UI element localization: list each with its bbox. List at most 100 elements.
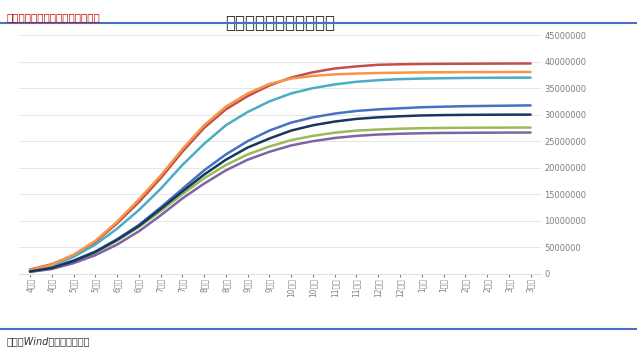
20/21 xyxy=(505,61,513,66)
16/17 xyxy=(505,70,513,74)
16/17 xyxy=(178,147,186,151)
15/16 xyxy=(396,114,404,118)
18/19 xyxy=(331,136,338,140)
21/22 xyxy=(527,103,534,107)
17/18 xyxy=(266,99,273,104)
20/21 xyxy=(396,62,404,66)
20/21 xyxy=(353,64,361,68)
16/17 xyxy=(418,70,426,74)
15/16 xyxy=(375,115,382,119)
16/17 xyxy=(331,72,338,77)
17/18 xyxy=(178,163,186,167)
17/18 xyxy=(48,264,55,268)
20/21 xyxy=(418,62,426,66)
17/18 xyxy=(244,110,252,114)
18/19 xyxy=(375,132,382,137)
15/16 xyxy=(331,119,338,124)
Text: 来源：Wind、中粮期货研究: 来源：Wind、中粮期货研究 xyxy=(6,336,90,346)
19/20 xyxy=(178,192,186,196)
16/17 xyxy=(26,268,34,272)
15/16 xyxy=(505,113,513,117)
20/21 xyxy=(287,75,295,80)
19/20 xyxy=(483,126,491,130)
16/17 xyxy=(461,70,469,74)
17/18 xyxy=(113,227,121,231)
20/21 xyxy=(157,176,164,180)
16/17 xyxy=(396,71,404,75)
17/18 xyxy=(200,142,208,146)
17/18 xyxy=(26,269,34,273)
20/21 xyxy=(92,240,99,244)
Line: 19/20: 19/20 xyxy=(30,127,531,272)
17/18 xyxy=(440,76,447,80)
20/21 xyxy=(527,61,534,66)
15/16 xyxy=(135,224,143,228)
19/20 xyxy=(157,209,164,213)
20/21 xyxy=(113,221,121,225)
19/20 xyxy=(418,126,426,130)
Line: 17/18: 17/18 xyxy=(30,78,531,271)
20/21 xyxy=(26,267,34,272)
19/20 xyxy=(353,128,361,133)
18/19 xyxy=(135,229,143,233)
19/20 xyxy=(244,152,252,157)
Text: 图十四：巴西食糖生产情况（吨）: 图十四：巴西食糖生产情况（吨） xyxy=(6,12,100,22)
18/19 xyxy=(113,243,121,247)
17/18 xyxy=(418,77,426,81)
15/16 xyxy=(157,207,164,211)
21/22 xyxy=(266,128,273,133)
21/22 xyxy=(309,115,317,119)
18/19 xyxy=(461,131,469,135)
15/16 xyxy=(440,113,447,117)
18/19 xyxy=(92,253,99,257)
21/22 xyxy=(26,269,34,273)
21/22 xyxy=(222,152,230,157)
20/21 xyxy=(331,66,338,71)
20/21 xyxy=(222,107,230,112)
19/20 xyxy=(222,163,230,167)
21/22 xyxy=(331,112,338,116)
19/20 xyxy=(287,138,295,142)
15/16 xyxy=(69,259,77,263)
19/20 xyxy=(396,127,404,131)
16/17 xyxy=(92,239,99,243)
19/20 xyxy=(135,225,143,229)
19/20 xyxy=(527,125,534,130)
Line: 15/16: 15/16 xyxy=(30,115,531,271)
15/16 xyxy=(483,113,491,117)
17/18 xyxy=(309,86,317,90)
18/19 xyxy=(178,196,186,200)
18/19 xyxy=(48,267,55,271)
15/16 xyxy=(287,128,295,133)
21/22 xyxy=(48,265,55,270)
16/17 xyxy=(113,220,121,224)
18/19 xyxy=(396,132,404,136)
Line: 21/22: 21/22 xyxy=(30,105,531,271)
16/17 xyxy=(244,91,252,95)
19/20 xyxy=(331,131,338,135)
15/16 xyxy=(113,238,121,242)
16/17 xyxy=(309,74,317,78)
16/17 xyxy=(440,70,447,74)
21/22 xyxy=(244,139,252,143)
21/22 xyxy=(483,104,491,108)
20/21 xyxy=(483,61,491,66)
19/20 xyxy=(69,260,77,264)
17/18 xyxy=(135,208,143,212)
20/21 xyxy=(461,62,469,66)
16/17 xyxy=(69,253,77,257)
Line: 16/17: 16/17 xyxy=(30,72,531,270)
17/18 xyxy=(69,255,77,259)
18/19 xyxy=(157,213,164,218)
20/21 xyxy=(375,63,382,67)
15/16 xyxy=(266,137,273,141)
19/20 xyxy=(461,126,469,130)
21/22 xyxy=(396,106,404,111)
18/19 xyxy=(527,131,534,135)
15/16 xyxy=(309,123,317,127)
17/18 xyxy=(483,76,491,80)
16/17 xyxy=(222,105,230,109)
21/22 xyxy=(135,223,143,227)
17/18 xyxy=(353,80,361,84)
15/16 xyxy=(200,172,208,177)
